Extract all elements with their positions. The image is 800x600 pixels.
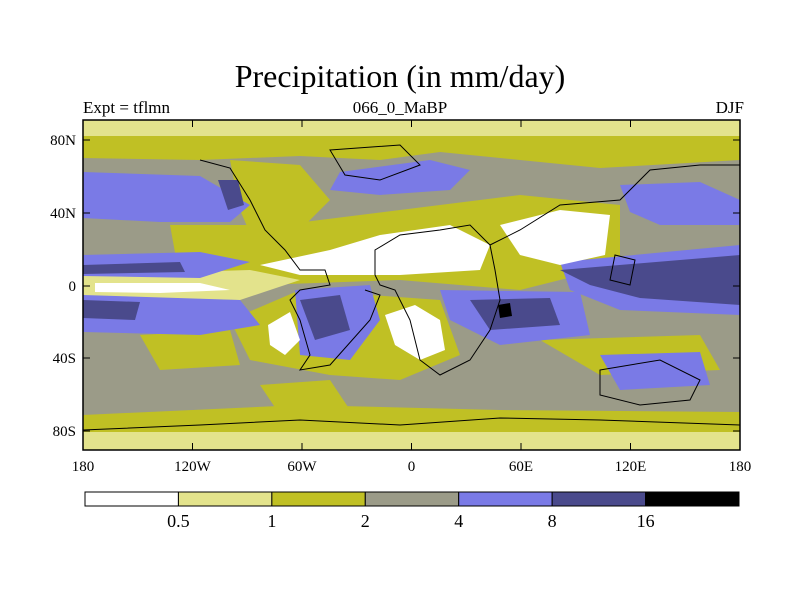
- colorbar-swatch: [645, 491, 740, 507]
- precip-east-pacific-dry: [95, 283, 230, 293]
- precip-australia-blue: [600, 352, 710, 390]
- colorbar-label: 16: [637, 511, 655, 531]
- colorbar-swatch: [458, 491, 553, 507]
- precip-sw-pacific-dark: [83, 300, 140, 320]
- precip-nw-pacific-blue: [620, 182, 740, 225]
- lon-tick-label: 180: [729, 459, 752, 475]
- precip-amazon-dark: [300, 295, 350, 340]
- lat-tick-label: 80S: [53, 424, 76, 440]
- lat-tick-label: 40N: [50, 206, 76, 222]
- precip-itcz-dark: [83, 262, 185, 274]
- eurasia-coastline: [489, 164, 740, 246]
- colorbar-swatch: [177, 491, 273, 507]
- colorbar: 0.5 1 2 4 8 16: [84, 491, 740, 531]
- lon-tick-label: 60E: [509, 459, 533, 475]
- lon-tick-label: 0: [408, 459, 416, 475]
- australia-coastline: [599, 359, 701, 406]
- colorbar-label: 1: [267, 511, 276, 531]
- island-coastline: [609, 254, 636, 286]
- colorbar-swatch: [271, 491, 366, 507]
- colorbar-label: 0.5: [167, 511, 190, 531]
- precip-coast-dark: [218, 180, 244, 210]
- antarctica-coastline: [83, 417, 740, 431]
- precip-south-america-dry: [268, 312, 300, 355]
- precip-north-atlantic-blue: [330, 160, 470, 195]
- colorbar-label: 8: [548, 511, 557, 531]
- colorbar-swatch: [84, 491, 179, 507]
- season-label: DJF: [715, 98, 744, 117]
- greenland-coastline: [329, 144, 421, 181]
- americas-coastline: [199, 159, 381, 371]
- africa-coastline: [374, 224, 501, 376]
- lon-tick-label: 60W: [287, 459, 317, 475]
- precip-north-olive: [83, 136, 740, 168]
- colorbar-label: 4: [454, 511, 463, 531]
- precip-south-atlantic-olive: [260, 380, 350, 415]
- precip-north-pacific-blue: [83, 172, 250, 222]
- coastlines: [83, 144, 740, 431]
- longitude-axis: 180 120W 60W 0 60E 120E 180: [72, 120, 752, 475]
- lon-tick-label: 120W: [174, 459, 212, 475]
- precip-south-olive: [83, 405, 740, 432]
- lon-tick-label: 120E: [615, 459, 647, 475]
- lat-tick-label: 40S: [53, 351, 76, 367]
- map-title: Precipitation (in mm/day): [234, 58, 566, 94]
- precip-asia-dry: [500, 210, 610, 265]
- colorbar-label: 2: [361, 511, 370, 531]
- precip-west-pacific-dark: [560, 255, 740, 305]
- map-plot-area: [83, 120, 740, 450]
- precip-south-africa-dry: [385, 305, 445, 360]
- lat-tick-label: 80N: [50, 133, 76, 149]
- latitude-axis: 80N 40N 0 40S 80S: [50, 133, 740, 440]
- lat-tick-label: 0: [69, 279, 77, 295]
- precip-band-north-light: [83, 120, 740, 136]
- colorbar-swatch: [551, 491, 647, 507]
- experiment-label: Expt = tflmn: [83, 98, 171, 117]
- colorbar-swatch: [364, 491, 460, 507]
- precip-south-pacific-olive: [140, 330, 240, 370]
- lon-tick-label: 180: [72, 459, 95, 475]
- time-label: 066_0_MaBP: [352, 98, 448, 117]
- precip-max-black: [498, 303, 512, 318]
- precip-band-south-light: [83, 432, 740, 450]
